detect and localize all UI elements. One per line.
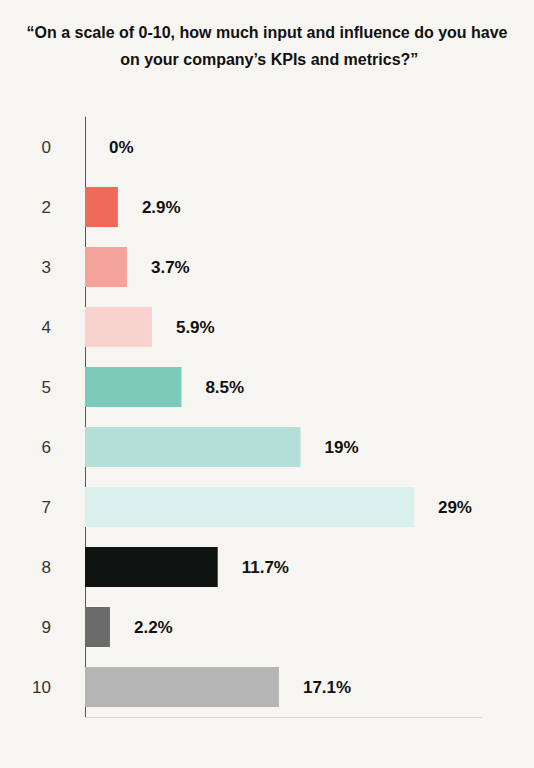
svg-text:4: 4 (42, 318, 51, 337)
svg-text:17.1%: 17.1% (303, 678, 351, 697)
svg-text:5.9%: 5.9% (176, 318, 215, 337)
svg-text:0%: 0% (109, 138, 134, 157)
svg-text:11.7%: 11.7% (242, 558, 289, 577)
svg-text:2.9%: 2.9% (142, 198, 181, 217)
svg-text:6: 6 (42, 438, 51, 457)
svg-text:9: 9 (42, 618, 51, 637)
svg-text:3.7%: 3.7% (151, 258, 190, 277)
svg-text:5: 5 (42, 378, 51, 397)
svg-text:2: 2 (42, 198, 51, 217)
svg-text:10: 10 (32, 678, 51, 697)
svg-text:2.2%: 2.2% (134, 618, 173, 637)
svg-text:0: 0 (42, 138, 51, 157)
svg-text:8.5%: 8.5% (205, 378, 244, 397)
svg-text:“On a scale of 0-10, how much: “On a scale of 0-10, how much input and … (27, 24, 508, 41)
svg-text:3: 3 (42, 258, 51, 277)
svg-text:8: 8 (42, 558, 51, 577)
svg-text:on your company’s KPIs and met: on your company’s KPIs and metrics?” (116, 51, 419, 68)
svg-text:29%: 29% (438, 498, 472, 517)
svg-text:19%: 19% (325, 438, 359, 457)
svg-text:7: 7 (42, 498, 51, 517)
